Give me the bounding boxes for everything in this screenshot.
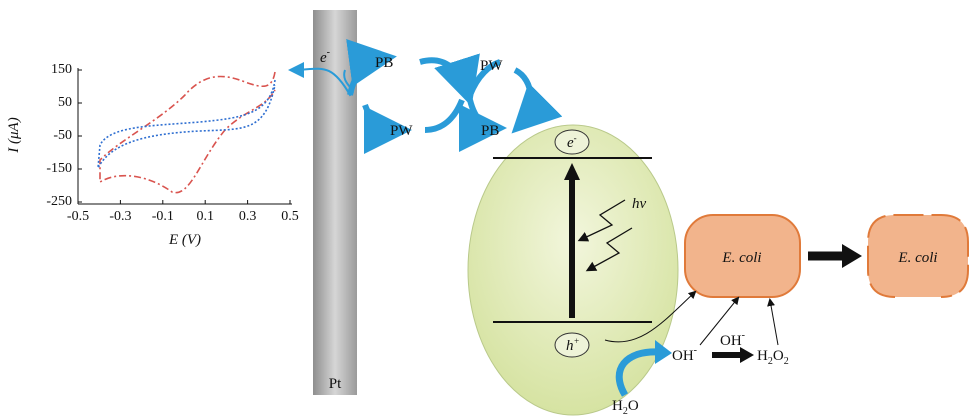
y-tick-label: -150 [46, 161, 72, 176]
cv-curve-blue [98, 80, 275, 168]
light-label: hv [632, 196, 647, 212]
y-tick-label: 150 [51, 62, 72, 77]
redox-label: PW [390, 123, 413, 139]
figure: I (μA) E (V) 150 50 -50 -150 -250-0.5 -0.3 -0.… [0, 0, 973, 419]
redox-label: PB [375, 55, 393, 71]
pt-electrode [313, 10, 357, 395]
arrowhead [740, 347, 754, 363]
x-tick-label: 0.3 [239, 209, 257, 224]
redox-label: PB [481, 123, 499, 139]
x-axis-label: E (V) [168, 232, 201, 248]
ecoli-label: E. coli [897, 250, 937, 266]
x-tick-label: 0.1 [196, 209, 214, 224]
ecoli-label: E. coli [721, 250, 761, 266]
y-axis-label: I (μA) [6, 117, 22, 153]
redox-label: PW [480, 58, 503, 74]
cv-plot: I (μA) E (V) 150 50 -50 -150 -250-0.5 -0.3 -0.… [6, 62, 299, 248]
reaction-arrow [770, 300, 778, 345]
x-tick-label: 0.5 [281, 209, 299, 224]
arrowhead [842, 244, 862, 268]
hydrogen-peroxide: H2O2 [757, 348, 789, 367]
y-tick-label: 50 [58, 95, 72, 110]
water: H2O [612, 398, 639, 417]
x-tick-label: -0.5 [67, 209, 89, 224]
cv-curve-red [100, 72, 275, 193]
y-tick-label: -50 [53, 128, 72, 143]
x-tick-label: -0.1 [152, 209, 174, 224]
electrode-label: Pt [329, 376, 342, 392]
y-tick-label: -250 [46, 194, 72, 209]
x-tick-label: -0.3 [109, 209, 131, 224]
hydroxide: OH- [672, 345, 697, 364]
hydroxide: OH- [720, 330, 745, 349]
